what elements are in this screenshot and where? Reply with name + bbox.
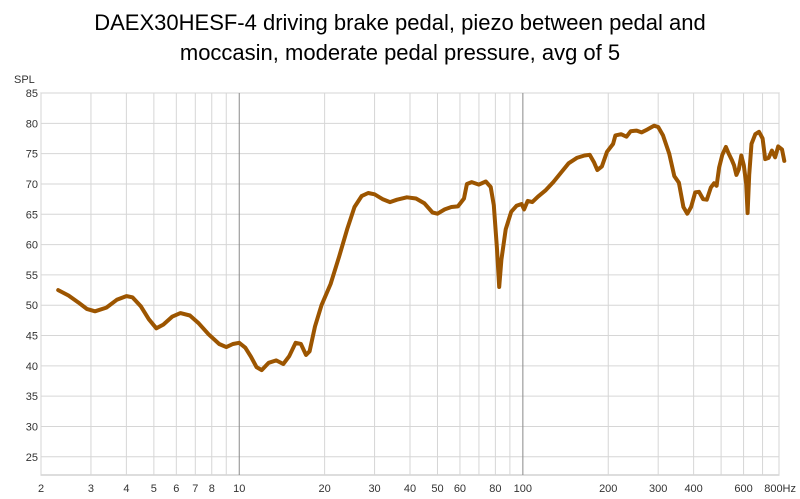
- y-tick-label: 25: [26, 452, 38, 464]
- x-tick-label: 8: [209, 483, 215, 495]
- grid: [40, 92, 780, 475]
- x-axis: 2 3 4 5 6 7 8 10 20 30 40 50 60 80 100 200 300 400 600 800H…: [38, 483, 796, 495]
- y-axis-label: SPL: [14, 74, 35, 86]
- x-tick-label: 600: [734, 483, 752, 495]
- y-tick-label: 60: [26, 240, 38, 252]
- y-tick-label: 65: [26, 209, 38, 221]
- y-tick-label: 70: [26, 179, 38, 191]
- y-tick-label: 80: [26, 118, 38, 130]
- y-tick-label: 45: [26, 331, 38, 343]
- x-tick-label: 40: [404, 483, 416, 495]
- x-tick-label: 300: [649, 483, 667, 495]
- y-tick-label: 75: [26, 149, 38, 161]
- y-tick-label: 30: [26, 421, 38, 433]
- x-tick-label: 400: [684, 483, 702, 495]
- x-tick-label: 3: [88, 483, 94, 495]
- x-tick-label: 60: [454, 483, 466, 495]
- x-tick-label: 100: [514, 483, 532, 495]
- x-tick-label: 50: [431, 483, 443, 495]
- x-tick-label: 5: [151, 483, 157, 495]
- x-tick-label: 7: [192, 483, 198, 495]
- y-tick-label: 40: [26, 361, 38, 373]
- y-tick-label: 35: [26, 391, 38, 403]
- x-tick-label: 20: [318, 483, 330, 495]
- chart-title: DAEX30HESF-4 driving brake pedal, piezo …: [94, 10, 706, 65]
- series-line: [56, 123, 787, 373]
- x-tick-label: 2: [38, 483, 44, 495]
- y-tick-label: 55: [26, 270, 38, 282]
- x-tick-label: 80: [489, 483, 501, 495]
- x-tick-label: 30: [368, 483, 380, 495]
- x-tick-label: 6: [173, 483, 179, 495]
- x-tick-label: 4: [123, 483, 129, 495]
- x-tick-label: 10: [233, 483, 245, 495]
- y-tick-label: 85: [26, 88, 38, 100]
- y-tick-label: 50: [26, 300, 38, 312]
- x-tick-label: 200: [599, 483, 617, 495]
- x-tick-label: 800Hz: [764, 483, 796, 495]
- y-axis: 25 30 35 40 45 50 55 60 65 70 75 80 85: [26, 88, 38, 464]
